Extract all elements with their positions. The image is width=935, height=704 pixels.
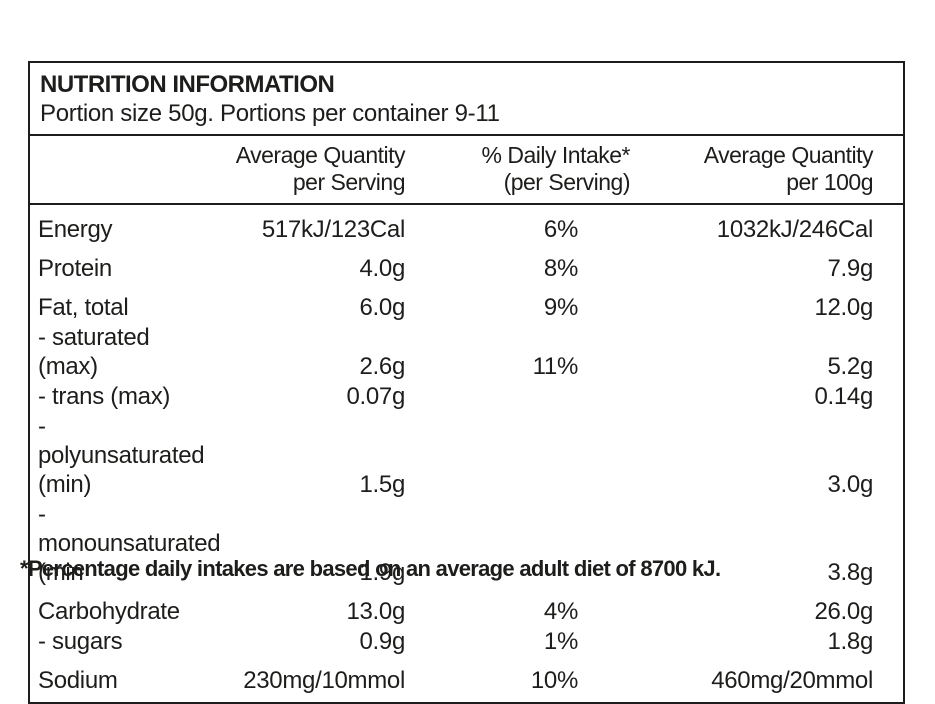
per-100g-value: 5.2g (827, 353, 873, 380)
serving-value: 1.9g (359, 559, 405, 586)
header-average-quantity-100g: Average Quantity per 100g (630, 136, 903, 205)
table-row-saturated: - saturated (max) 2.6g 11% 5.2g (30, 322, 903, 381)
header-line: Average Quantity (703, 142, 874, 168)
per-100g-value: 1.8g (827, 628, 873, 655)
per-100g-value: 1032kJ/246Cal (716, 216, 874, 243)
header-line: per 100g (786, 169, 873, 195)
table-row-sugars: - sugars 0.9g 1% 1.8g (30, 626, 903, 656)
serving-value: 0.9g (359, 628, 405, 655)
daily-intake-value (405, 381, 630, 411)
row-label: Energy (38, 216, 113, 243)
serving-value: 13.0g (346, 598, 405, 625)
row-label: Carbohydrate (38, 598, 180, 625)
per-100g-value: 460mg/20mmol (711, 667, 873, 694)
header-average-quantity-serving: Average Quantity per Serving (205, 136, 406, 205)
row-label: Fat, total (38, 294, 129, 321)
row-label: Sodium (38, 667, 118, 694)
table-row-protein: Protein 4.0g 8% 7.9g (30, 244, 903, 283)
table-row-monounsaturated: - monounsaturated (min 1.9g 3.8g (30, 499, 903, 587)
daily-intake-value: 8% (543, 255, 578, 282)
serving-value: 4.0g (359, 255, 405, 282)
daily-intake-value: 11% (532, 353, 579, 380)
serving-value: 2.6g (359, 353, 405, 380)
table-row-polyunsaturated: - polyunsaturated (min) 1.5g 3.0g (30, 411, 903, 499)
serving-value: 6.0g (359, 294, 405, 321)
table-row-trans: - trans (max) 0.07g 0.14g (30, 381, 903, 411)
daily-intake-value (405, 411, 630, 499)
header-daily-intake: % Daily Intake* (per Serving) (405, 136, 631, 205)
per-100g-value: 12.0g (814, 294, 873, 321)
header-row: Average Quantity per Serving % Daily Int… (30, 136, 903, 205)
serving-value: 1.5g (359, 471, 405, 498)
row-label: - sugars (38, 628, 123, 655)
per-100g-value: 26.0g (814, 598, 873, 625)
serving-value: 230mg/10mmol (243, 667, 405, 694)
per-100g-value: 0.14g (814, 383, 873, 410)
header-line: Average Quantity (235, 142, 406, 168)
table-row-fat-total: Fat, total 6.0g 9% 12.0g (30, 283, 903, 322)
serving-value: 0.07g (346, 383, 405, 410)
daily-intake-footnote: *Percentage daily intakes are based on a… (20, 556, 721, 581)
nutrition-table: Average Quantity per Serving % Daily Int… (30, 136, 903, 702)
serving-value: 517kJ/123Cal (261, 216, 405, 243)
nutrition-panel: NUTRITION INFORMATION Portion size 50g. … (28, 61, 905, 704)
row-label: - trans (max) (38, 383, 171, 410)
per-100g-value: 3.8g (827, 559, 873, 586)
table-row-energy: Energy 517kJ/123Cal 6% 1032kJ/246Cal (30, 204, 903, 244)
header-line: % Daily Intake* (481, 142, 631, 168)
header-line: (per Serving) (503, 169, 631, 195)
daily-intake-value: 10% (530, 667, 578, 694)
portion-info: Portion size 50g. Portions per container… (40, 100, 500, 127)
daily-intake-value: 9% (543, 294, 578, 321)
per-100g-value: 3.0g (827, 471, 873, 498)
row-label: Protein (38, 255, 112, 282)
panel-title: NUTRITION INFORMATION (40, 71, 335, 98)
table-row-sodium: Sodium 230mg/10mmol 10% 460mg/20mmol (30, 656, 903, 702)
row-label: - monounsaturated (min (38, 501, 221, 586)
daily-intake-value: 4% (543, 598, 578, 625)
header-blank (30, 136, 205, 205)
header-line: per Serving (292, 169, 406, 195)
daily-intake-value: 1% (543, 628, 578, 655)
row-label: - polyunsaturated (min) (38, 413, 205, 498)
panel-header: NUTRITION INFORMATION Portion size 50g. … (30, 63, 903, 136)
table-row-carbohydrate: Carbohydrate 13.0g 4% 26.0g (30, 587, 903, 626)
row-label: - saturated (max) (38, 324, 150, 380)
per-100g-value: 7.9g (827, 255, 873, 282)
daily-intake-value: 6% (543, 216, 578, 243)
